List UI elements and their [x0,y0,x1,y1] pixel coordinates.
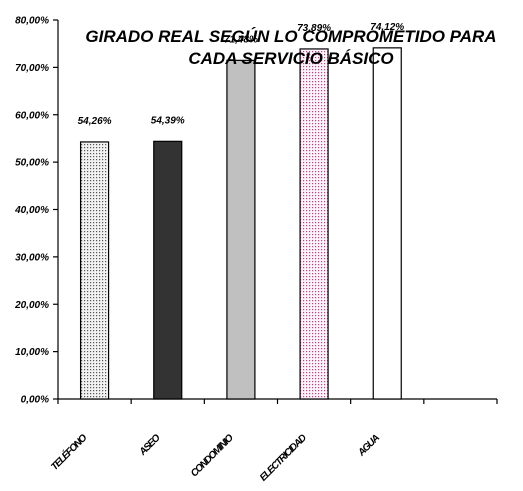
data-label: 71,48% [224,34,258,45]
y-tick-label: 50,00% [15,158,49,169]
y-tick-label: 40,00% [14,205,49,216]
category-labels: TELÉFONO ASEO CONDOMINIO ELECTRICIDAD AGUA [48,431,382,484]
data-label: 54,26% [78,116,112,127]
y-ticks: 0,00% 10,00% 20,00% 30,00% 40,00% 50,00% 60,00… [14,16,58,406]
data-label: 73,89% [297,23,331,34]
category-label: ELECTRICIDAD [258,433,309,484]
chart-title-line-1: GIRADO REAL SEGÚN LO COMPROMETIDO PARA [85,27,496,46]
x-ticks [57,399,498,404]
category-label: TELÉFONO [48,431,90,473]
category-label: CONDOMINIO [189,432,236,479]
y-tick-label: 70,00% [15,63,49,74]
bars [79,47,402,400]
axes [57,20,497,400]
category-label: AGUA [355,433,382,460]
y-tick-label: 10,00% [15,347,49,358]
y-tick-label: 20,00% [14,300,49,311]
y-tick-label: 0,00% [21,395,49,406]
chart-title-line-2: CADA SERVICIO BÁSICO [188,49,393,68]
bar-telfono [79,141,110,400]
bar-aseo [153,140,183,400]
category-label: ASEO [137,432,163,458]
bar-condominio [226,59,256,400]
y-tick-label: 60,00% [15,110,49,121]
chart-title: GIRADO REAL SEGÚN LO COMPROMETIDO PARA C… [85,27,496,68]
data-labels: 54,26% 54,39% 71,48% 73,89% 74,12% [78,22,405,127]
y-tick-label: 80,00% [15,16,49,27]
bar-agua [372,47,402,400]
data-label: 54,39% [151,115,185,126]
bar-electricidad [299,48,329,400]
y-tick-label: 30,00% [15,252,49,263]
data-label: 74,12% [370,22,404,33]
